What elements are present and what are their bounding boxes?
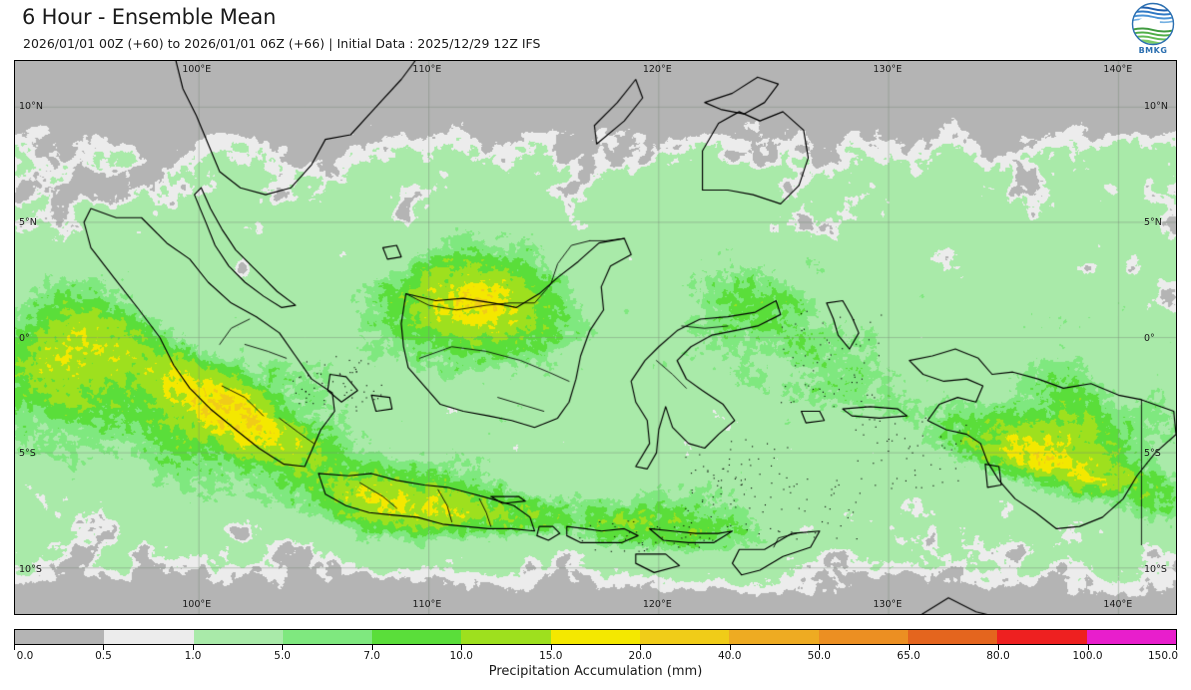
bmkg-logo-icon: BMKG <box>1125 2 1181 56</box>
colorbar-tick <box>371 645 373 650</box>
colorbar-segment <box>461 630 551 644</box>
colorbar-tick <box>819 645 821 650</box>
colorbar-segment <box>1086 630 1176 644</box>
colorbar-tick-label: 0.0 <box>16 650 34 662</box>
colorbar-tick-label: 15.0 <box>539 650 563 662</box>
colorbar-tick <box>282 645 284 650</box>
colorbar-tick <box>14 645 15 650</box>
colorbar-segment <box>372 630 462 644</box>
map-canvas <box>15 61 1176 614</box>
colorbar-segment <box>282 630 373 644</box>
colorbar-tick-label: 40.0 <box>717 650 742 662</box>
colorbar-tick-label: 65.0 <box>896 650 921 662</box>
colorbar-segment <box>997 630 1087 644</box>
colorbar-segment <box>550 630 641 644</box>
colorbar-tick <box>550 645 552 650</box>
colorbar-tick <box>908 645 910 650</box>
colorbar-tick-label: 1.0 <box>184 650 202 662</box>
colorbar-axis-label: Precipitation Accumulation (mm) <box>488 664 703 679</box>
colorbar-tick-label: 150.0 <box>1147 650 1179 662</box>
colorbar-tick <box>640 645 642 650</box>
colorbar-tick <box>729 645 731 650</box>
colorbar-tick <box>1087 645 1089 650</box>
colorbar-tick-label: 0.5 <box>95 650 112 662</box>
colorbar-segment <box>640 630 730 644</box>
colorbar-tick-label: 50.0 <box>807 650 831 662</box>
bmkg-logo-text: BMKG <box>1138 46 1168 55</box>
colorbar-tick-label: 20.0 <box>628 650 652 662</box>
header: 6 Hour - Ensemble Mean 2026/01/01 00Z (+… <box>0 0 1191 58</box>
colorbar-gradient <box>14 629 1177 645</box>
colorbar-segment <box>729 630 819 644</box>
colorbar-segment <box>193 630 283 644</box>
colorbar-tick-label: 7.0 <box>363 650 381 662</box>
colorbar-tick-label: 100.0 <box>1072 650 1103 662</box>
colorbar-tick <box>1176 645 1177 650</box>
colorbar-segment <box>104 630 194 644</box>
colorbar-tick-label: 5.0 <box>274 650 291 662</box>
colorbar-tick <box>461 645 463 650</box>
colorbar[interactable]: 0.0 0.5 1.0 5.0 7.0 10.0 15.0 20.0 40.0 50.0 65.0 8… <box>14 629 1178 662</box>
colorbar-tick-label: 10.0 <box>449 650 473 662</box>
colorbar-segment <box>15 630 105 644</box>
colorbar-tick <box>998 645 1000 650</box>
colorbar-segment <box>907 630 998 644</box>
precipitation-map[interactable]: 100°E 100°E 110°E 110°E 120°E 120°E 130°E 130°E… <box>14 60 1177 615</box>
colorbar-segment <box>818 630 908 644</box>
page-title: 6 Hour - Ensemble Mean <box>22 5 277 29</box>
page-subtitle: 2026/01/01 00Z (+60) to 2026/01/01 06Z (… <box>23 36 541 51</box>
colorbar-tick <box>192 645 194 650</box>
colorbar-tick <box>103 645 105 650</box>
colorbar-tick-label: 80.0 <box>986 650 1010 662</box>
